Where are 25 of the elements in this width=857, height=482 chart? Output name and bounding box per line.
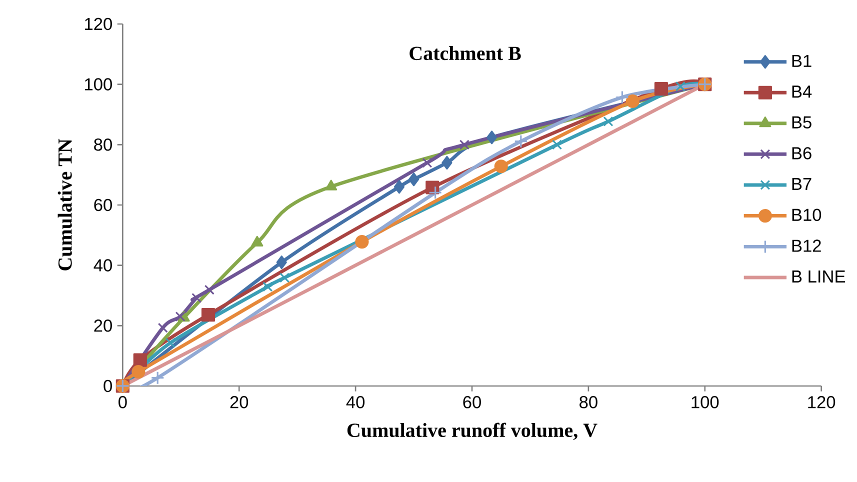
x-axis-title: Cumulative runoff volume, V (347, 422, 598, 440)
y-tick-label: 0 (104, 380, 112, 392)
x-tick-label: 0 (118, 396, 127, 408)
y-tick-label: 60 (94, 198, 112, 212)
legend-label: B10 (792, 208, 822, 222)
legend-label: B4 (792, 86, 812, 98)
x-tick-label: 100 (692, 396, 719, 408)
x-tick-label: 80 (580, 396, 598, 408)
y-tick-label: 80 (94, 138, 112, 151)
legend-label: B1 (792, 54, 812, 67)
legend-label: B7 (792, 178, 812, 190)
legend-label: B6 (792, 147, 812, 160)
x-tick-label: 60 (463, 396, 481, 408)
y-tick-label: 100 (85, 78, 112, 90)
text: Catchment B (410, 46, 521, 60)
x-tick-label: 120 (808, 396, 836, 408)
legend-label: B5 (792, 116, 812, 128)
x-tick-label: 40 (346, 396, 365, 408)
legend-label: B12 (792, 240, 821, 252)
legend-label: B LINE (792, 270, 846, 282)
y-tick-label: 20 (94, 320, 112, 332)
y-axis-title: Cumulative TN (58, 138, 72, 270)
x-tick-label: 20 (230, 396, 248, 408)
y-tick-label: 40 (94, 259, 112, 272)
y-tick-label: 120 (85, 18, 112, 30)
